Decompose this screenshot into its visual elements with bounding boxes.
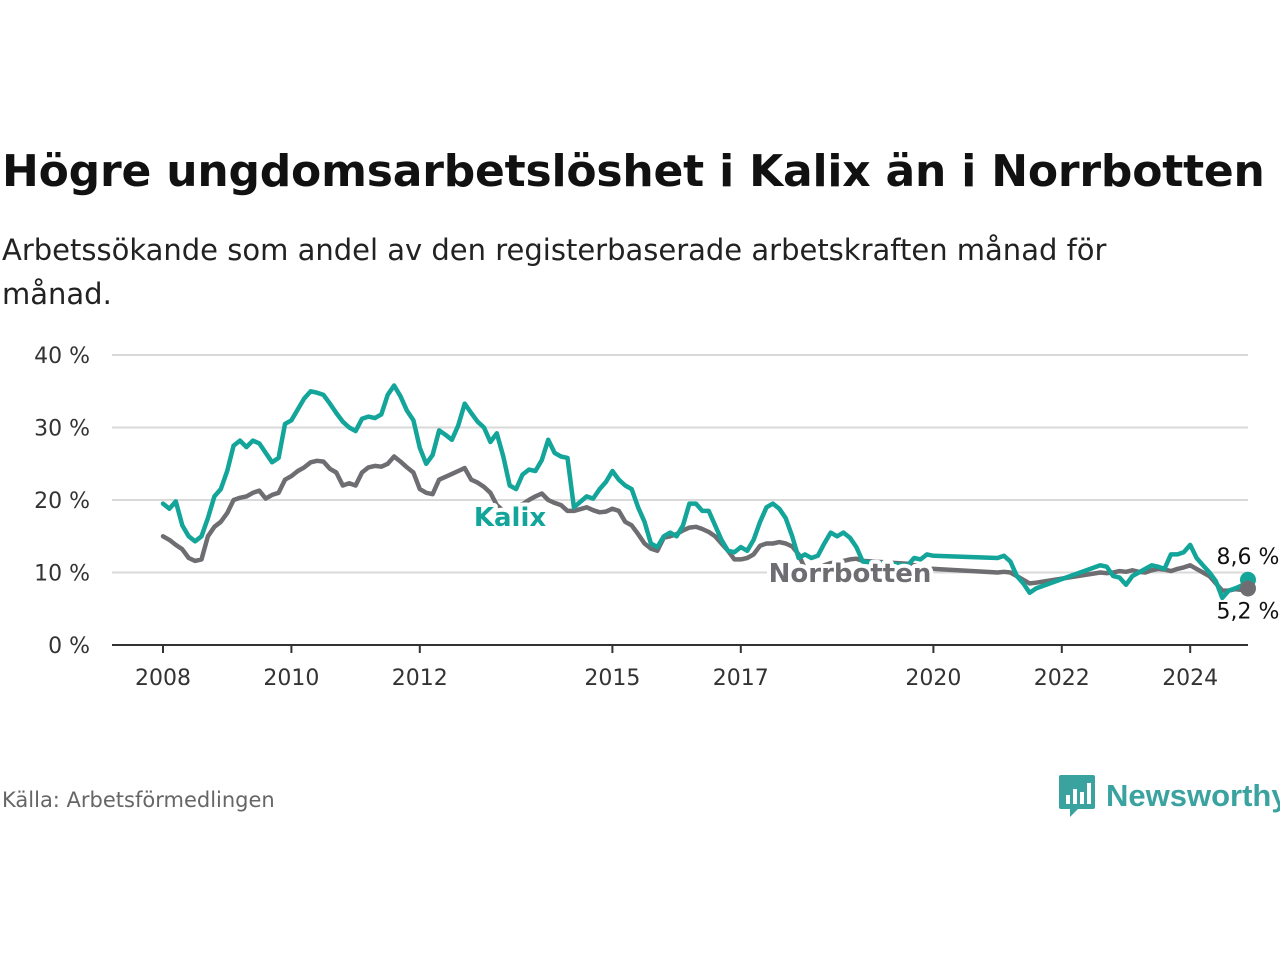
line-chart: 0 % 10 % 20 % 30 % 40 % 2008 2010 2012 2015 2017… xyxy=(34,344,1280,691)
series-lines xyxy=(160,383,1251,601)
page-title: Högre ungdomsarbetslöshet i Kalix än i N… xyxy=(2,146,1265,197)
brand-name: Newsworthy xyxy=(1106,778,1280,813)
y-tick-label: 30 % xyxy=(34,417,90,442)
end-value-label: 8,6 % xyxy=(1217,545,1280,570)
x-tick-label: 2012 xyxy=(392,666,448,691)
y-tick-label: 10 % xyxy=(34,562,90,587)
page-subtitle: Arbetssökande som andel av den registerb… xyxy=(2,233,1107,311)
y-tick-label: 0 % xyxy=(48,634,90,659)
y-tick-label: 40 % xyxy=(34,344,90,369)
series-label-halo: Kalix xyxy=(474,503,547,533)
series-label-norrbotten: Norrbotten xyxy=(769,559,932,589)
series-label-kalix: Kalix xyxy=(474,503,547,533)
x-tick-label: 2010 xyxy=(263,666,319,691)
x-tick-label: 2022 xyxy=(1034,666,1090,691)
series-line-kalix xyxy=(160,383,1251,601)
gridlines xyxy=(112,354,1248,574)
x-tick-label: 2008 xyxy=(135,666,191,691)
series-line-norrbotten xyxy=(160,454,1251,593)
end-value-label: 5,2 % xyxy=(1217,599,1280,624)
x-tick-label: 2024 xyxy=(1162,666,1218,691)
y-tick-label: 20 % xyxy=(34,489,90,514)
series-label-halo: Norrbotten xyxy=(769,559,932,589)
x-axis: 2008 2010 2012 2015 2017 2020 2022 2024 xyxy=(112,644,1248,691)
x-tick-label: 2017 xyxy=(713,666,769,691)
newsworthy-logo[interactable]: Newsworthy xyxy=(1058,772,1280,820)
source-note: Källa: Arbetsförmedlingen xyxy=(2,788,275,812)
x-tick-label: 2020 xyxy=(905,666,961,691)
x-tick-label: 2015 xyxy=(584,666,640,691)
newsworthy-icon xyxy=(1059,775,1095,817)
y-axis-ticks: 0 % 10 % 20 % 30 % 40 % xyxy=(34,344,90,659)
end-point-norrbotten xyxy=(1239,580,1256,597)
